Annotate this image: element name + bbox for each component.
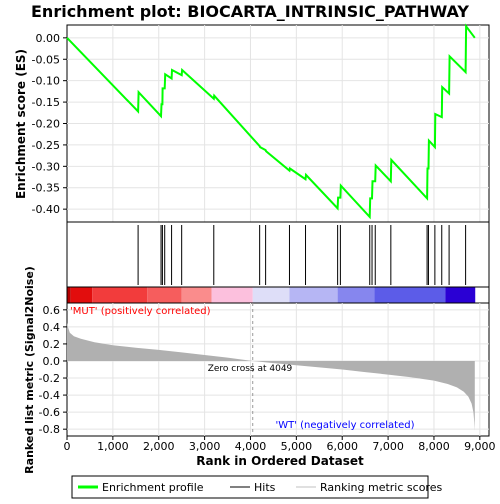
es-y-tick-label: -0.35 (32, 182, 60, 195)
metric-y-tick-label: 0.2 (43, 338, 61, 351)
x-axis-label: Rank in Ordered Dataset (196, 454, 364, 468)
legend-hits-label: Hits (254, 481, 276, 494)
metric-y-tick-label: -0.2 (39, 372, 60, 385)
es-y-tick-label: -0.05 (32, 53, 60, 66)
ranking-bar-segment (147, 287, 182, 303)
ranking-bar-segment (70, 287, 93, 303)
legend-enrichment-profile-label: Enrichment profile (102, 481, 204, 494)
x-tick-label: 7,000 (372, 440, 404, 453)
metric-y-tick-label: -0.4 (39, 389, 60, 402)
es-y-ticks: 0.00 -0.05 -0.10 -0.15 -0.20 -0.25 -0.30 -0.35 -… (32, 32, 67, 216)
ranking-bar-segment (252, 287, 290, 303)
x-tick-label: 8,000 (418, 440, 450, 453)
es-y-tick-label: -0.40 (32, 203, 60, 216)
es-y-tick-label: -0.25 (32, 139, 60, 152)
x-tick-label: 9,000 (464, 440, 496, 453)
hits-plot-area (66, 221, 490, 288)
x-tick-label: 6,000 (326, 440, 358, 453)
es-panel: 0.00 -0.05 -0.10 -0.15 -0.20 -0.25 -0.30 -0.35 -… (14, 23, 490, 223)
ranking-bar-segment (337, 287, 375, 303)
ranking-bar-segment (289, 287, 338, 303)
enrichment-profile-line (66, 23, 476, 220)
metric-y-tick-label: 0.0 (43, 355, 61, 368)
ranking-color-bar (66, 286, 490, 304)
ranking-bar-segment (181, 287, 212, 303)
metric-y-tick-label: -0.8 (39, 423, 60, 436)
legend-ranking-metric-label: Ranking metric scores (320, 481, 442, 494)
es-y-tick-label: 0.00 (36, 32, 61, 45)
es-gridlines (67, 25, 489, 222)
es-y-tick-label: -0.30 (32, 160, 60, 173)
negative-correlation-label: 'WT' (negatively correlated) (275, 420, 414, 431)
ranking-bar-segment (67, 287, 71, 303)
es-y-axis-label: Enrichment score (ES) (14, 49, 28, 199)
x-tick-label: 0 (64, 440, 71, 453)
ranking-bar-segment (374, 287, 446, 303)
metric-y-tick-label: 0.4 (43, 321, 61, 334)
chart-title: Enrichment plot: BIOCARTA_INTRINSIC_PATH… (31, 2, 469, 21)
ranking-bar-segment (211, 287, 253, 303)
hit-markers (137, 225, 467, 285)
positive-correlation-label: 'MUT' (positively correlated) (70, 306, 211, 317)
x-axis-ticks: 0 1,000 2,000 3,000 4,000 5,000 6,000 7,000 8,00… (64, 436, 496, 453)
x-tick-label: 1,000 (97, 440, 129, 453)
metric-panel: 0.6 0.4 0.2 0.0 -0.2 -0.4 -0.6 -0.8 'MUT' (posi… (23, 266, 490, 474)
zero-cross-label: Zero cross at 4049 (208, 364, 293, 374)
es-y-tick-label: -0.15 (32, 96, 60, 109)
x-tick-label: 5,000 (281, 440, 313, 453)
chart-legend: Enrichment profile Hits Ranking metric s… (71, 475, 442, 499)
hits-panel (66, 221, 490, 288)
x-tick-label: 3,000 (189, 440, 221, 453)
x-tick-label: 4,000 (235, 440, 267, 453)
metric-y-tick-label: 0.6 (43, 304, 61, 317)
metric-y-tick-label: -0.6 (39, 406, 60, 419)
es-y-tick-label: -0.10 (32, 75, 60, 88)
metric-y-ticks: 0.6 0.4 0.2 0.0 -0.2 -0.4 -0.6 -0.8 (39, 304, 67, 436)
metric-y-axis-label: Ranked list metric (Signal2Noise) (23, 266, 36, 474)
ranking-bar-segment (92, 287, 148, 303)
es-y-tick-label: -0.20 (32, 118, 60, 131)
ranking-bar-segment (445, 287, 476, 303)
x-tick-label: 2,000 (143, 440, 175, 453)
